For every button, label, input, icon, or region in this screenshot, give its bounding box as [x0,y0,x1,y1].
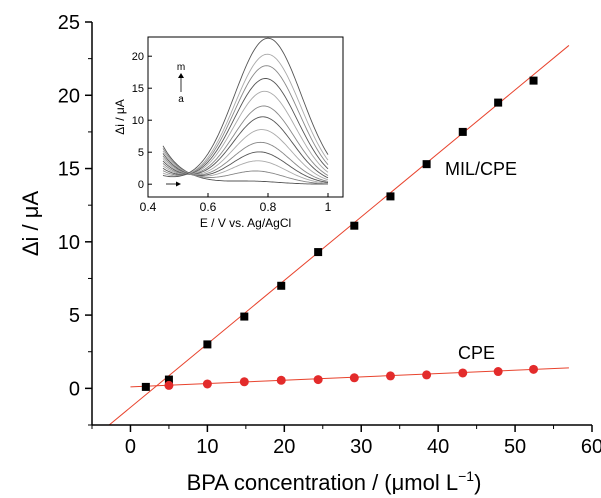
inset-y-tick-label: 15 [132,83,144,95]
inset-y-axis-label: Δi / μA [113,99,127,135]
data-point [276,375,286,385]
inset-x-tick-label: 0.4 [140,200,157,214]
y-tick-label: 10 [58,232,80,254]
y-tick-label: 15 [58,159,80,181]
data-point [458,127,467,136]
x-tick-label: 40 [427,436,449,458]
series-1 [164,364,539,390]
data-point [313,375,323,385]
data-point [202,379,212,389]
inset-curve [162,53,329,177]
inset-scan-arrowhead [176,181,181,187]
data-point [239,377,249,387]
data-point [314,248,323,257]
data-point [385,371,395,381]
data-point [493,367,503,377]
y-axis-label: Δi / μA [18,191,43,257]
data-point [350,221,359,230]
data-point [529,364,539,374]
data-point [386,192,395,201]
data-point [529,76,538,85]
inset-x-tick-label: 0.8 [260,200,277,214]
inset-annotation-bottom: a [178,94,184,105]
x-tick-label: 60 [581,436,601,458]
data-point [277,281,286,290]
y-tick-label: 5 [69,305,80,327]
x-tick-label: 20 [273,436,295,458]
inset-curves [162,37,329,185]
inset-y-tick-label: 0 [138,179,144,191]
data-point [422,370,432,380]
fit-line-1 [130,367,569,388]
x-tick-label: 30 [350,436,372,458]
inset-y-tick-label: 5 [138,147,144,159]
series-0 [141,76,538,391]
inset-curve [162,37,329,178]
inset-x-tick-label: 1 [325,200,332,214]
data-point [494,98,503,107]
inset-x-axis-label: E / V vs. Ag/AgCl [200,216,291,230]
inset-annotation-top: m [177,62,185,73]
fit-line-0 [108,45,570,425]
data-point [422,160,431,169]
data-point [164,380,174,390]
y-tick-label: 20 [58,85,80,107]
inset-y-tick-label: 10 [132,115,144,127]
x-tick-label: 50 [504,436,526,458]
x-tick-label: 0 [125,436,136,458]
series-label-mil-cpe: MIL/CPE [445,159,517,179]
inset-annotation-arrowhead [178,73,184,78]
series-label-cpe: CPE [458,343,495,363]
data-point [240,312,249,321]
inset-x-tick-label: 0.6 [200,200,217,214]
data-point [349,373,359,383]
x-axis-label: BPA concentration / (μmol L−1) [187,468,482,495]
data-point [203,340,212,349]
inset-y-tick-label: 20 [132,51,144,63]
data-point [164,375,173,384]
y-tick-label: 0 [69,378,80,400]
data-point [458,368,468,378]
x-tick-label: 10 [196,436,218,458]
y-tick-label: 25 [58,12,80,34]
data-point [141,382,150,391]
